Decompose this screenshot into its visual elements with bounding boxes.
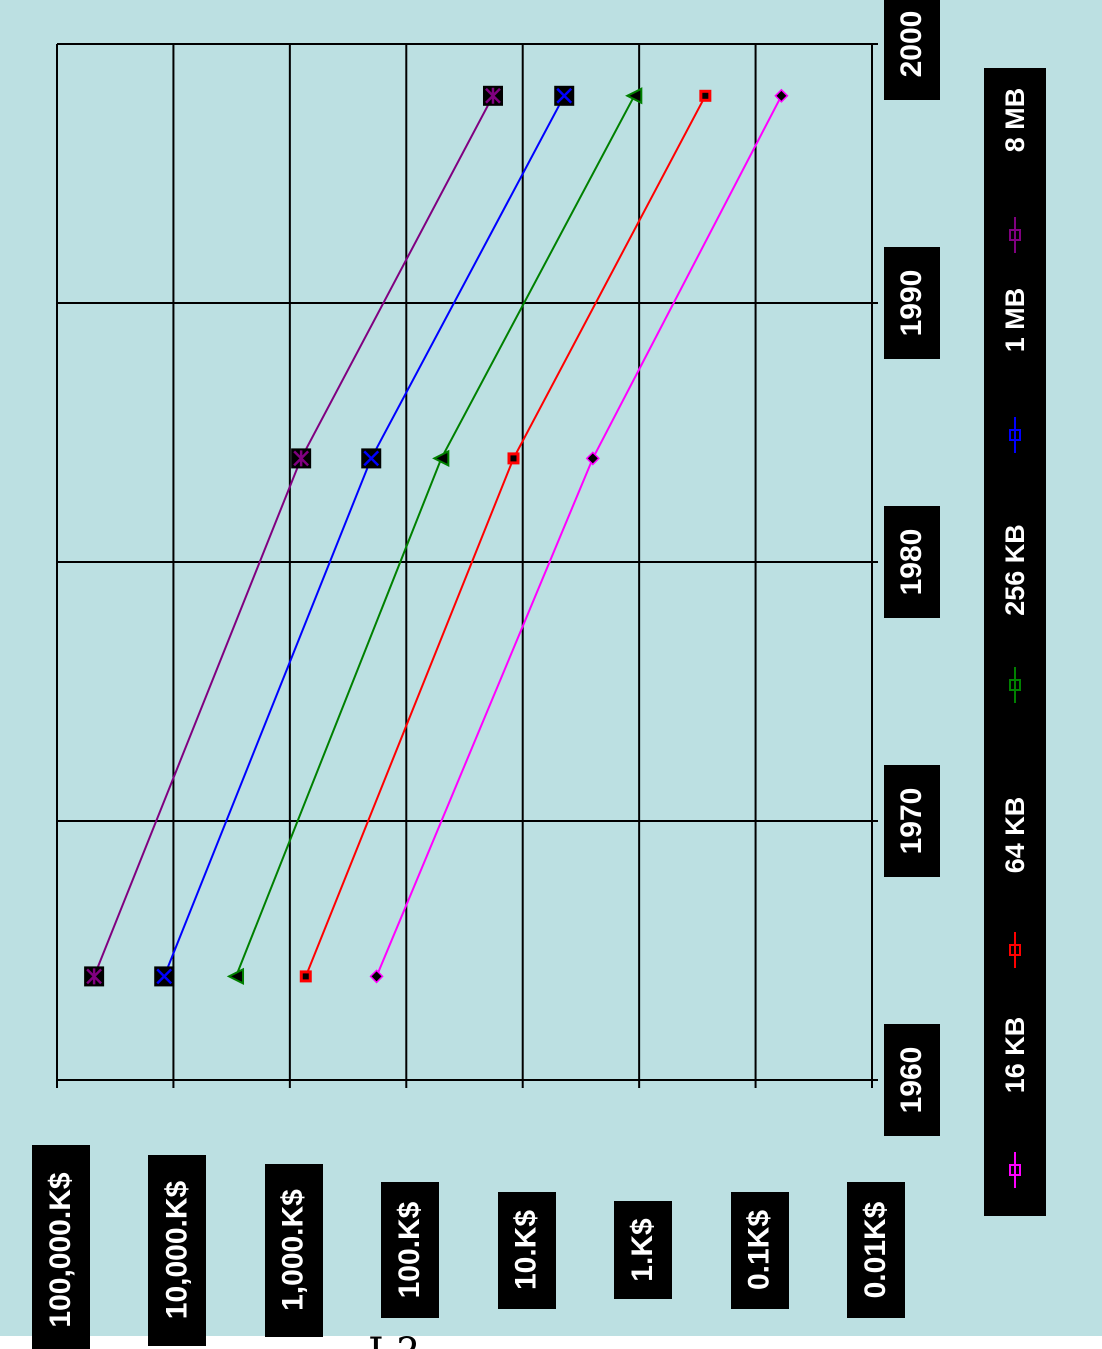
y-tick-label: 10,000.K$ — [160, 1180, 194, 1320]
legend-label: 1 MB — [999, 287, 1030, 353]
legend-label: 16 KB — [999, 1016, 1030, 1094]
data-point-3-2 — [554, 85, 575, 106]
x-tick-label-box: 1990 — [884, 247, 940, 359]
legend-swatch-square — [1009, 932, 1021, 968]
y-tick-label-box: 0.01K$ — [847, 1182, 905, 1318]
footer-glyphs: I ? — [368, 1330, 418, 1349]
series-line-2 — [235, 95, 636, 977]
x-tick-label: 1980 — [895, 528, 928, 596]
data-point-1-1 — [507, 452, 520, 465]
series-line-4 — [93, 95, 494, 977]
y-tick-label-box: 1.K$ — [614, 1201, 673, 1299]
data-point-4-2 — [482, 85, 503, 106]
legend-label: 256 KB — [999, 524, 1030, 616]
y-tick-label-box: 10,000.K$ — [148, 1154, 207, 1346]
data-point-3-0 — [154, 966, 175, 987]
legend-swatch-star — [1009, 217, 1021, 253]
x-tick-label: 1970 — [895, 787, 928, 855]
y-tick-label-box: 100.K$ — [381, 1182, 440, 1318]
y-tick-label: 1.K$ — [626, 1218, 660, 1282]
y-tick-label-box: 0.1K$ — [730, 1191, 789, 1309]
x-tick-label-box: 1980 — [884, 506, 940, 618]
data-point-0-1 — [585, 451, 600, 466]
data-point-2-0 — [226, 967, 245, 986]
x-tick-label: 2000 — [895, 10, 928, 78]
y-tick-label: 10.K$ — [509, 1209, 543, 1291]
data-point-4-0 — [84, 966, 105, 987]
legend-swatch-triangle — [1009, 667, 1021, 703]
x-tick-label-box: 1960 — [884, 1024, 940, 1136]
y-tick-label: 100,000.K$ — [44, 1172, 77, 1328]
legend-label: 64 KB — [999, 796, 1030, 874]
y-tick-label-box: 100,000.K$ — [32, 1145, 90, 1349]
x-tick-label: 1960 — [895, 1046, 928, 1114]
data-point-0-2 — [774, 88, 789, 103]
y-tick-label: 0.01K$ — [859, 1201, 892, 1299]
x-tick-label-box: 1970 — [884, 765, 940, 877]
data-point-1-0 — [299, 970, 312, 983]
y-tick-label: 0.1K$ — [742, 1209, 776, 1291]
x-tick-label-box: 2000 — [884, 0, 940, 100]
y-tick-label-box: 1,000.K$ — [264, 1163, 323, 1337]
y-tick-label-box: 10.K$ — [497, 1191, 556, 1309]
legend-label: 8 MB — [999, 87, 1030, 153]
y-tick-label: 1,000.K$ — [276, 1189, 310, 1311]
y-tick-label: 100.K$ — [393, 1201, 427, 1299]
legend-swatch-diamond — [1009, 1152, 1021, 1188]
series-line-0 — [375, 95, 783, 977]
series-line-3 — [163, 95, 566, 977]
data-point-2-1 — [432, 449, 450, 468]
data-point-1-2 — [699, 89, 712, 102]
data-point-0-0 — [369, 969, 384, 984]
legend-swatch-x — [1009, 417, 1021, 453]
series-line-1 — [304, 95, 707, 977]
data-point-3-1 — [361, 448, 382, 469]
data-point-2-2 — [625, 87, 643, 105]
x-tick-label: 1990 — [895, 269, 928, 337]
legend: 16 KB 64 KB 256 KB 1 MB 8 MB — [984, 68, 1046, 1216]
data-point-4-1 — [291, 448, 312, 469]
